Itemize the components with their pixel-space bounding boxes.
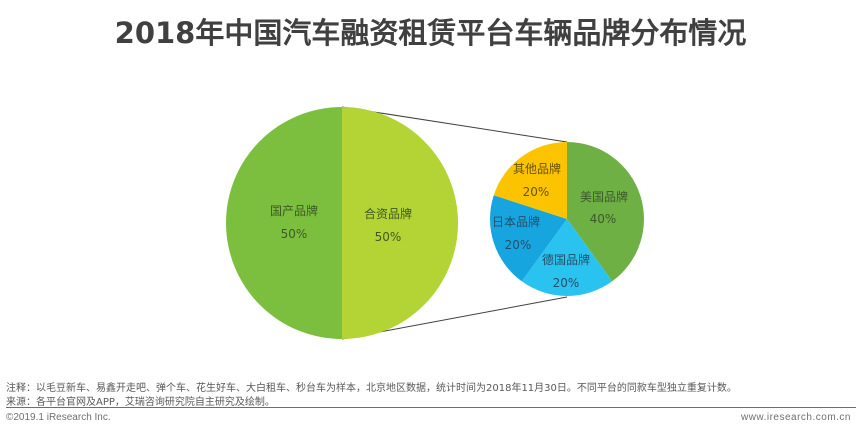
label-japanese-name: 日本品牌 [492,215,540,229]
slice-joint-venture-brands[interactable] [342,107,458,339]
footnote: 注释：以毛豆新车、易鑫开走吧、弹个车、花生好车、大白租车、秒台车为样本，北京地区… [6,383,737,394]
slice-us-brands[interactable] [567,142,644,282]
label-other-name: 其他品牌 [513,162,561,176]
source-note: 来源：各平台官网及APP，艾瑞咨询研究院自主研究及绘制。 [6,397,275,408]
chart-title: 2018年中国汽车融资租赁平台车辆品牌分布情况 [114,16,747,50]
label-domestic-name: 国产品牌 [270,204,318,218]
label-us-name: 美国品牌 [580,190,628,204]
label-japanese-value: 20% [505,238,532,252]
website-link[interactable]: www.iresearch.com.cn [740,412,851,423]
connector-line-top [341,106,568,143]
copyright: ©2019.1 iResearch Inc. [6,412,111,423]
label-german-value: 20% [553,276,580,290]
label-domestic-value: 50% [281,227,308,241]
label-jv-value: 50% [375,230,402,244]
label-us-value: 40% [590,212,617,226]
label-other-value: 20% [523,185,550,199]
label-german-name: 德国品牌 [542,252,590,267]
slice-japanese-brands[interactable] [490,195,567,282]
footer-divider [6,407,856,408]
slice-german-brands[interactable] [521,219,613,296]
slice-other-brands[interactable] [493,142,567,219]
label-jv-name: 合资品牌 [364,206,412,221]
slice-domestic-brands[interactable] [226,107,342,339]
